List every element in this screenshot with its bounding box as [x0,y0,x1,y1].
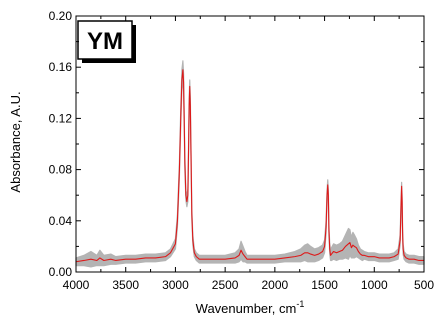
spectrum-mean-line [75,69,424,263]
sample-tag: YM [77,20,136,63]
x-tick-label: 2500 [212,278,239,292]
x-tick-label: 500 [414,278,434,292]
y-tick-label: 0.04 [49,214,73,228]
x-axis-title-main: Wavenumber, cm [196,301,297,316]
y-axis-title: Absorbance, A.U. [8,91,23,192]
plot-area [75,60,425,268]
y-tick-label: 0.08 [49,163,73,177]
x-tick-label: 1000 [361,278,388,292]
x-tick-label: 2000 [262,278,289,292]
x-axis-title: Wavenumber, cm-1 [196,299,305,316]
x-tick-label: 3500 [112,278,139,292]
y-tick-label: 0.20 [49,9,73,23]
x-axis-title-sup: -1 [296,299,304,309]
x-tick-label: 4000 [63,278,90,292]
y-axis-title-text: Absorbance, A.U. [8,91,23,192]
sample-tag-box [77,20,133,60]
y-tick-label: 0.12 [49,111,73,125]
axes: 4000 3500 3000 2500 2000 1500 1000 500 0.00 0.04 0… [49,9,435,292]
spectrum-variability-band [75,60,425,268]
y-tick-label: 0.16 [49,60,73,74]
x-tick-label: 3000 [162,278,189,292]
x-tick-label: 1500 [311,278,338,292]
y-tick-label: 0.00 [49,265,73,279]
sample-tag-label: YM [87,28,123,55]
